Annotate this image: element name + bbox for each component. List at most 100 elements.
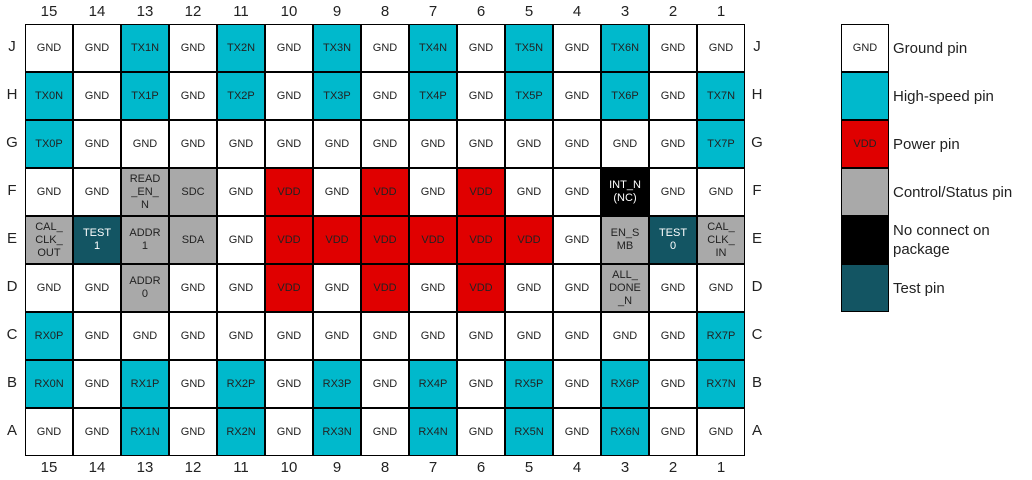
pin-E2: TEST 0 [649, 216, 697, 264]
row-label-right: D [751, 278, 763, 295]
column-label-bottom: 7 [428, 459, 438, 476]
legend-swatch [841, 264, 889, 312]
pin-C4: GND [553, 312, 601, 360]
pin-F4: GND [553, 168, 601, 216]
pin-J1: GND [697, 24, 745, 72]
pin-A14: GND [73, 408, 121, 456]
pin-C3: GND [601, 312, 649, 360]
pin-B5: RX5P [505, 360, 553, 408]
pin-E7: VDD [409, 216, 457, 264]
pin-F7: GND [409, 168, 457, 216]
pin-A6: GND [457, 408, 505, 456]
pin-J4: GND [553, 24, 601, 72]
legend-swatch [841, 216, 889, 264]
row-label-left: J [8, 38, 16, 55]
pin-C1: RX7P [697, 312, 745, 360]
pin-B7: RX4P [409, 360, 457, 408]
column-label-bottom: 5 [524, 459, 534, 476]
pin-H13: TX1P [121, 72, 169, 120]
pin-F2: GND [649, 168, 697, 216]
pin-A5: RX5N [505, 408, 553, 456]
pin-J11: TX2N [217, 24, 265, 72]
pin-F6: VDD [457, 168, 505, 216]
pin-A13: RX1N [121, 408, 169, 456]
pin-G13: GND [121, 120, 169, 168]
pin-H5: TX5P [505, 72, 553, 120]
row-label-left: F [7, 182, 17, 199]
pin-D8: VDD [361, 264, 409, 312]
pin-C7: GND [409, 312, 457, 360]
pin-B15: RX0N [25, 360, 73, 408]
pin-D10: VDD [265, 264, 313, 312]
pin-G15: TX0P [25, 120, 73, 168]
pin-B4: GND [553, 360, 601, 408]
pin-E12: SDA [169, 216, 217, 264]
pin-E8: VDD [361, 216, 409, 264]
pin-B8: GND [361, 360, 409, 408]
pin-A8: GND [361, 408, 409, 456]
pin-E4: GND [553, 216, 601, 264]
pin-H1: TX7N [697, 72, 745, 120]
pin-H2: GND [649, 72, 697, 120]
pin-D2: GND [649, 264, 697, 312]
pin-E1: CAL_ CLK_ IN [697, 216, 745, 264]
column-label-top: 3 [620, 3, 630, 20]
column-label-top: 6 [476, 3, 486, 20]
column-label-bottom: 3 [620, 459, 630, 476]
column-label-top: 1 [716, 3, 726, 20]
legend-swatch: VDD [841, 120, 889, 168]
legend-label: Control/Status pin [893, 183, 1013, 201]
column-label-bottom: 6 [476, 459, 486, 476]
pin-B2: GND [649, 360, 697, 408]
pin-H3: TX6P [601, 72, 649, 120]
pin-J7: TX4N [409, 24, 457, 72]
pin-E3: EN_S MB [601, 216, 649, 264]
pin-B3: RX6P [601, 360, 649, 408]
pin-J10: GND [265, 24, 313, 72]
column-label-bottom: 8 [380, 459, 390, 476]
row-label-right: A [751, 422, 762, 439]
pin-F12: SDC [169, 168, 217, 216]
column-label-top: 9 [332, 3, 342, 20]
pin-J14: GND [73, 24, 121, 72]
pin-J15: GND [25, 24, 73, 72]
pin-D1: GND [697, 264, 745, 312]
row-label-left: A [6, 422, 17, 439]
pin-D4: GND [553, 264, 601, 312]
row-label-left: C [6, 326, 18, 343]
pin-H7: TX4P [409, 72, 457, 120]
pin-F13: READ _EN_ N [121, 168, 169, 216]
column-label-top: 10 [280, 3, 298, 20]
pin-E14: TEST 1 [73, 216, 121, 264]
pin-C10: GND [265, 312, 313, 360]
pin-H14: GND [73, 72, 121, 120]
row-label-right: F [752, 182, 762, 199]
pin-F5: GND [505, 168, 553, 216]
pin-G2: GND [649, 120, 697, 168]
pin-A11: RX2N [217, 408, 265, 456]
pin-B14: GND [73, 360, 121, 408]
row-label-right: H [751, 86, 763, 103]
pin-E10: VDD [265, 216, 313, 264]
pin-F10: VDD [265, 168, 313, 216]
pin-D14: GND [73, 264, 121, 312]
pin-C2: GND [649, 312, 697, 360]
column-label-top: 4 [572, 3, 582, 20]
pin-G10: GND [265, 120, 313, 168]
pin-A2: GND [649, 408, 697, 456]
row-label-right: J [753, 38, 761, 55]
pin-C15: RX0P [25, 312, 73, 360]
pin-E11: GND [217, 216, 265, 264]
pin-E9: VDD [313, 216, 361, 264]
pin-J8: GND [361, 24, 409, 72]
pin-J9: TX3N [313, 24, 361, 72]
pin-A12: GND [169, 408, 217, 456]
column-label-bottom: 13 [136, 459, 154, 476]
pin-C8: GND [361, 312, 409, 360]
pin-H8: GND [361, 72, 409, 120]
pin-B6: GND [457, 360, 505, 408]
column-label-bottom: 4 [572, 459, 582, 476]
column-label-top: 7 [428, 3, 438, 20]
pin-A3: RX6N [601, 408, 649, 456]
legend-swatch: GND [841, 24, 889, 72]
